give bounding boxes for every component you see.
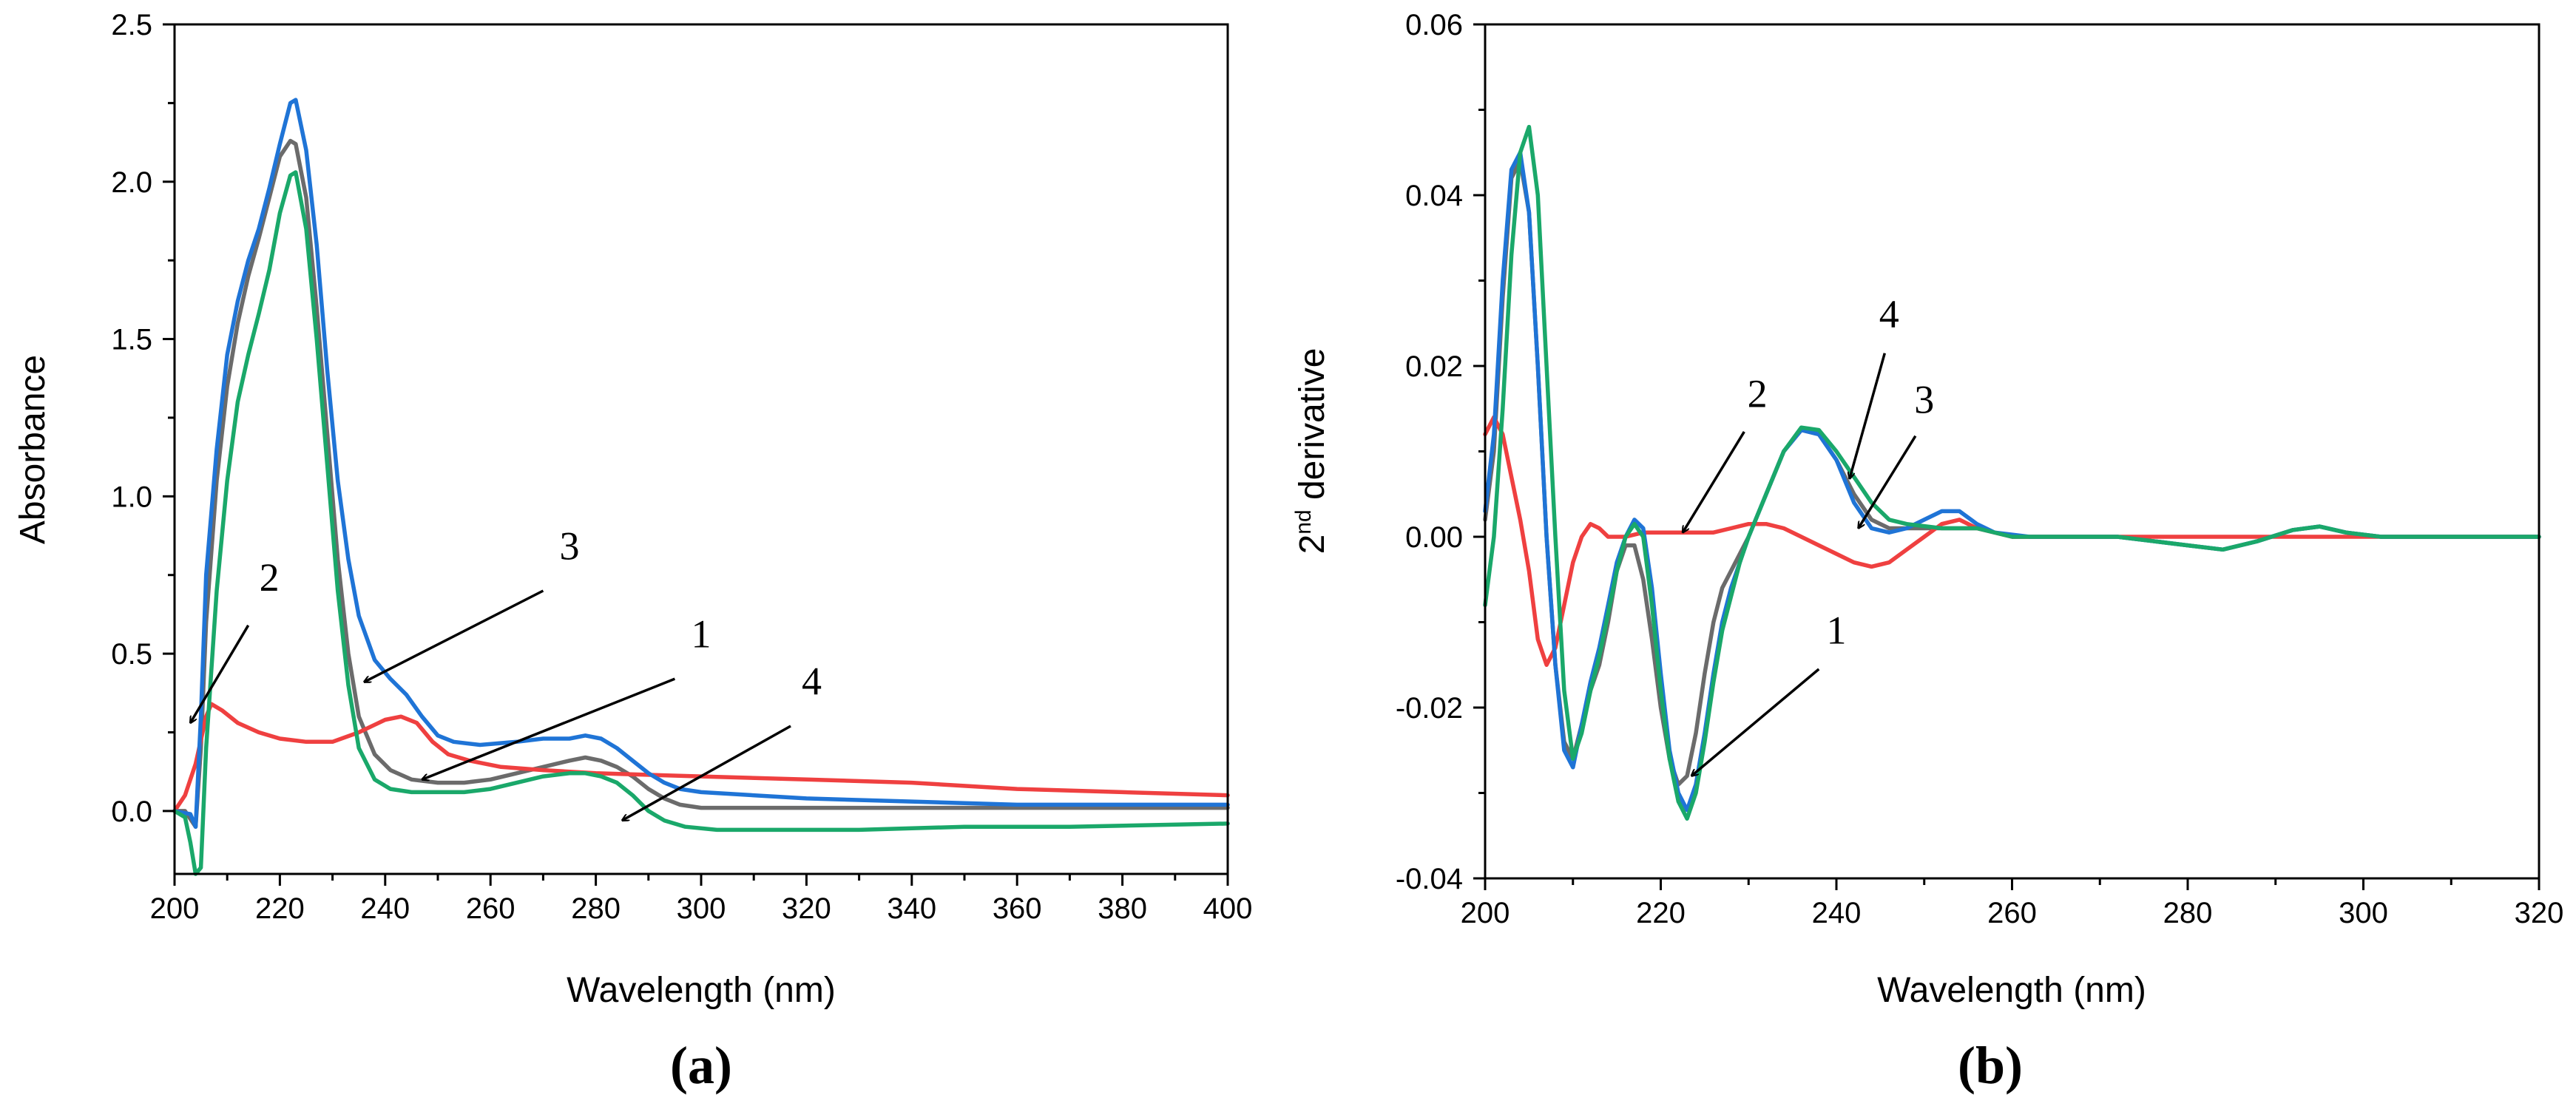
panel-a-annotations: 1 2 3 4 [190, 523, 822, 820]
panel-b-annotation-arrow-4 [1850, 353, 1886, 479]
panel-a-x-tick-label: 200 [150, 892, 200, 925]
panel-a-y-tick-label: 2.0 [111, 166, 152, 199]
panel-b-annotations: 1 2 34 [1683, 292, 1934, 776]
panel-b-plot-frame [1484, 23, 2540, 880]
chart-panel-b: 200 220 240 260 280 300 320 -0.04 -0.02 0.00 0.02 0… [1291, 9, 2563, 1095]
panel-b-y-title-superscript: nd [1291, 509, 1316, 534]
panel-a-x-tick-label: 240 [360, 892, 410, 925]
panel-a-series-3-line [172, 98, 1230, 829]
panel-b-ticks: 200 220 240 260 280 300 320 -0.04 -0.02 0.00 0.02 0… [1396, 9, 2564, 929]
panel-a-x-tick-label: 300 [677, 892, 726, 925]
panel-a-annotation-arrow-3 [364, 589, 544, 683]
panel-b-x-axis-title: Wavelength (nm) [1877, 971, 2146, 1010]
panel-b-y-title-main: 2 [1293, 535, 1332, 555]
panel-a-y-tick-label: 2.5 [111, 9, 152, 41]
panel-a-y-tick-label: 0.0 [111, 796, 152, 828]
panel-b-x-tick-label: 240 [1812, 897, 1862, 929]
panel-a-annotation-label-3: 3 [560, 523, 580, 568]
panel-b-annotation-label-3: 3 [1914, 378, 1934, 422]
panel-a-x-tick-label: 360 [993, 892, 1042, 925]
panel-a-x-tick-label: 280 [571, 892, 621, 925]
panel-a-x-tick-label: 380 [1098, 892, 1147, 925]
panel-b-series-group [1483, 124, 2541, 821]
panel-a-x-tick-label: 340 [887, 892, 936, 925]
panel-a-annotation-label-4: 4 [802, 659, 822, 703]
panel-a-x-axis-title: Wavelength (nm) [567, 971, 836, 1010]
panel-a-label: (a) [670, 1036, 732, 1095]
panel-b-y-tick-label: -0.02 [1396, 692, 1463, 725]
panel-b-x-tick-label: 200 [1461, 897, 1510, 929]
panel-b-series-2-line [1483, 415, 2541, 668]
panel-b-series-3-line [1483, 150, 2541, 813]
panel-b-y-tick-label: -0.04 [1396, 863, 1463, 895]
panel-b-x-tick-label: 280 [2163, 897, 2213, 929]
panel-b-annotation-label-1: 1 [1827, 608, 1847, 652]
panel-b-label: (b) [1958, 1036, 2023, 1095]
panel-a-x-tick-label: 320 [782, 892, 831, 925]
panel-a-annotation-arrow-2 [190, 624, 250, 723]
panel-a-annotation-label-1: 1 [692, 612, 711, 657]
panel-b-x-tick-label: 300 [2339, 897, 2388, 929]
panel-a-y-tick-label: 0.5 [111, 638, 152, 671]
panel-a-series-group [172, 98, 1230, 876]
panel-b-annotation-arrow-1 [1691, 668, 1820, 776]
panel-b-y-tick-label: 0.04 [1405, 180, 1463, 212]
panel-b-x-tick-label: 220 [1636, 897, 1686, 929]
panel-a-series-4-line [172, 170, 1230, 876]
chart-panel-a: 200 220 240 260 280 300 320 340 360 380 400 0.0 0.5 1… [13, 9, 1252, 1095]
panel-b-annotation-arrow-3 [1859, 435, 1917, 529]
panel-b-annotation-label-2: 2 [1748, 371, 1768, 416]
panel-a-plot-frame [173, 23, 1229, 875]
panel-b-series-1-line [1483, 159, 2541, 787]
panel-a-annotation-arrow-1 [422, 677, 676, 779]
panel-b-x-tick-label: 320 [2515, 897, 2564, 929]
panel-a-series-1-line [172, 138, 1230, 829]
panel-b-x-tick-label: 260 [1987, 897, 2037, 929]
panel-b-series-4-line [1483, 124, 2541, 821]
panel-b-y-tick-label: 0.06 [1405, 9, 1463, 41]
panel-a-y-tick-label: 1.5 [111, 324, 152, 356]
panel-a-y-tick-label: 1.0 [111, 481, 152, 513]
panel-a-x-tick-label: 220 [255, 892, 305, 925]
panel-b-y-tick-label: 0.00 [1405, 521, 1463, 554]
panel-a-ticks: 200 220 240 260 280 300 320 340 360 380 400 0.0 0.5 1… [111, 9, 1252, 925]
panel-a-x-tick-label: 400 [1203, 892, 1253, 925]
panel-b-y-axis-title: 2nd derivative [1291, 348, 1332, 555]
panel-b-annotation-arrow-2 [1683, 431, 1745, 532]
panel-a-y-axis-title: Absorbance [13, 355, 53, 544]
panel-a-annotation-arrow-4 [622, 725, 791, 821]
panel-a-annotation-label-2: 2 [260, 555, 280, 600]
panel-a-series-2-line [172, 702, 1230, 813]
panel-a-x-tick-label: 260 [466, 892, 515, 925]
panel-b-annotation-label-4: 4 [1879, 292, 1899, 336]
panel-b-y-title-rest: derivative [1293, 348, 1332, 510]
panel-b-y-tick-label: 0.02 [1405, 350, 1463, 383]
